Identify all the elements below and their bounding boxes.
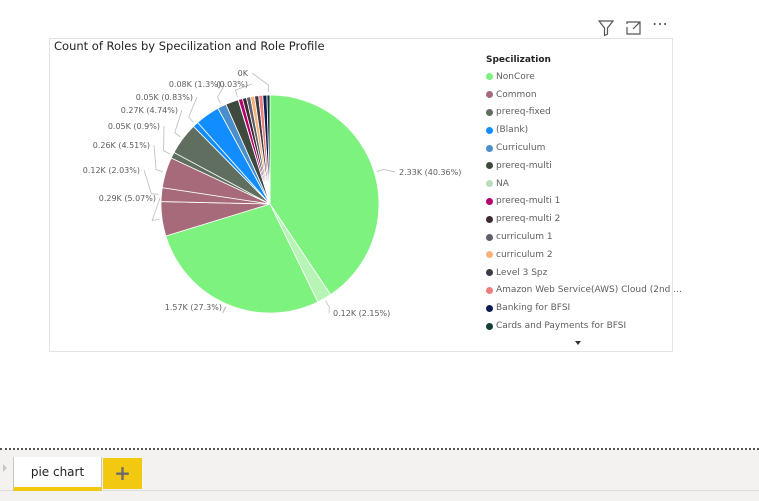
data-label: 0.27K (4.74%) [121, 106, 178, 115]
legend-label: Curriculum [496, 143, 546, 154]
leader-line [234, 83, 253, 97]
legend-item[interactable]: Curriculum [486, 139, 676, 157]
legend-label: prereq-fixed [496, 107, 551, 118]
legend-marker [486, 197, 493, 205]
data-label: 0.12K (2.15%) [333, 309, 390, 318]
page-tab-bar: pie chart + [0, 450, 759, 501]
chart-title: Count of Roles by Specilization and Role… [54, 39, 325, 53]
legend-marker [486, 251, 493, 259]
legend-label: Common [496, 89, 537, 100]
legend-label: Amazon Web Service(AWS) Cloud (2nd ... [496, 285, 682, 296]
legend-item[interactable]: prereq-multi [486, 157, 676, 175]
leader-line [143, 169, 159, 195]
legend-label: Level 3 Spz [496, 267, 548, 278]
data-label: (0.03%) [216, 80, 248, 89]
legend-label: Cards and Payments for BFSI [496, 321, 627, 332]
legend-label: prereq-multi [496, 160, 552, 171]
legend-item[interactable]: curriculum 1 [486, 228, 676, 246]
data-label: 0.05K (0.83%) [136, 93, 193, 102]
legend-item[interactable]: Banking for BFSI [486, 299, 676, 317]
data-label: 0.12K (2.03%) [83, 166, 140, 175]
legend-item[interactable]: prereq-multi 2 [486, 210, 676, 228]
legend-marker [486, 215, 493, 223]
data-label: 0.08K (1.3%) [169, 80, 221, 89]
data-label: 0.05K (0.9%) [108, 122, 160, 131]
legend-label: NA [496, 178, 509, 189]
legend-marker [486, 304, 493, 312]
leader-line [377, 169, 396, 173]
legend-item[interactable]: prereq-multi 1 [486, 193, 676, 211]
legend-label: NonCore [496, 71, 535, 82]
legend-item[interactable]: curriculum 2 [486, 246, 676, 264]
data-label: 0K [238, 69, 249, 78]
legend-marker [486, 322, 493, 330]
legend-scroll-down-icon[interactable] [575, 341, 581, 345]
legend-item[interactable]: prereq-fixed [486, 104, 676, 122]
legend-marker [486, 162, 493, 170]
legend-marker [486, 286, 493, 294]
legend-item[interactable]: (Blank) [486, 121, 676, 139]
data-label: 1.57K (27.3%) [165, 303, 222, 312]
pie-chart-visual: Count of Roles by Specilization and Role… [49, 38, 682, 352]
legend-item[interactable]: NA [486, 175, 676, 193]
focus-mode-icon[interactable] [624, 18, 644, 38]
leader-line [163, 125, 171, 155]
legend: Specilization NonCore Common prereq-fixed (… [486, 55, 682, 335]
leader-line [188, 96, 198, 123]
legend-marker [486, 126, 493, 134]
more-options-icon[interactable]: ⋯ [652, 14, 668, 33]
filter-icon[interactable] [596, 18, 616, 38]
leader-line [222, 306, 227, 314]
legend-label: prereq-multi 2 [496, 214, 561, 225]
tab-pie-chart[interactable]: pie chart [13, 457, 102, 491]
legend-item[interactable]: Amazon Web Service(AWS) Cloud (2nd ... [486, 282, 682, 300]
legend-label: Banking for BFSI [496, 303, 571, 314]
legend-label: (Blank) [496, 125, 529, 136]
legend-label: prereq-multi 1 [496, 196, 561, 207]
pie-slice[interactable] [266, 94, 271, 205]
legend-marker [486, 108, 493, 116]
legend-label: curriculum 2 [496, 249, 553, 260]
pie-slice[interactable] [165, 203, 319, 314]
legend-marker [486, 73, 493, 81]
divider [0, 448, 759, 450]
leader-line [174, 109, 183, 138]
leader-line [153, 144, 163, 173]
data-label: 0.29K (5.07%) [99, 194, 156, 203]
legend-marker [486, 91, 493, 99]
data-label: 0.26K (4.51%) [93, 141, 150, 150]
legend-label: curriculum 1 [496, 232, 553, 243]
leader-line [251, 72, 269, 93]
legend-item[interactable]: Level 3 Spz [486, 264, 676, 282]
legend-marker [486, 144, 493, 152]
legend-item[interactable]: Cards and Payments for BFSI [486, 317, 676, 335]
legend-item[interactable]: Common [486, 86, 676, 104]
legend-title: Specilization [486, 55, 551, 65]
leader-line [217, 83, 226, 104]
legend-marker [486, 233, 493, 241]
data-label: 2.33K (40.36%) [399, 168, 461, 177]
legend-marker [486, 269, 493, 277]
legend-item[interactable]: NonCore [486, 68, 676, 86]
pie-chart: 2.33K (40.36%) 0.12K (2.15%) 1.57K (27.3%)… [83, 69, 462, 318]
add-page-button[interactable]: + [103, 458, 142, 489]
leader-line [151, 197, 161, 221]
legend-marker [486, 180, 493, 188]
leader-line [325, 300, 330, 314]
scroll-left-icon[interactable] [3, 464, 7, 472]
